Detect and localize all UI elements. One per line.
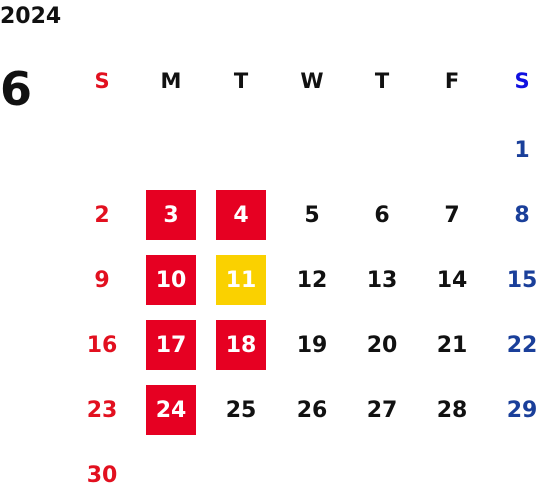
day-cell[interactable]: 26 [296,397,328,423]
day-cell[interactable]: 19 [296,332,328,358]
year-label: 2024 [0,4,62,29]
day-cell[interactable]: 17 [146,320,196,370]
day-cell[interactable]: 15 [506,267,538,293]
day-cell[interactable]: 23 [86,397,118,423]
weekday-header: T [233,69,249,93]
weekday-header: M [160,69,182,93]
day-cell[interactable]: 29 [506,397,538,423]
day-cell[interactable]: 6 [374,202,390,228]
day-cell[interactable]: 8 [514,202,530,228]
day-cell[interactable]: 4 [216,190,266,240]
day-cell[interactable]: 9 [94,267,110,293]
day-cell[interactable]: 18 [216,320,266,370]
day-cell[interactable]: 3 [146,190,196,240]
day-cell[interactable]: 16 [86,332,118,358]
day-cell[interactable]: 22 [506,332,538,358]
day-cell[interactable]: 21 [436,332,468,358]
month-label: 6 [0,62,33,116]
day-cell[interactable]: 14 [436,267,468,293]
day-cell[interactable]: 25 [225,397,257,423]
day-cell[interactable]: 2 [94,202,110,228]
weekday-header: F [444,69,460,93]
day-cell[interactable]: 1 [514,137,530,163]
day-cell[interactable]: 28 [436,397,468,423]
weekday-header: T [374,69,390,93]
day-cell[interactable]: 30 [86,462,118,488]
day-cell[interactable]: 27 [366,397,398,423]
day-cell[interactable]: 13 [366,267,398,293]
day-cell[interactable]: 20 [366,332,398,358]
weekday-header: S [514,69,530,93]
day-cell[interactable]: 10 [146,255,196,305]
day-cell[interactable]: 7 [444,202,460,228]
weekday-header: W [300,69,324,93]
day-cell[interactable]: 5 [304,202,320,228]
day-cell[interactable]: 24 [146,385,196,435]
day-cell[interactable]: 12 [296,267,328,293]
weekday-header: S [94,69,110,93]
day-cell[interactable]: 11 [216,255,266,305]
